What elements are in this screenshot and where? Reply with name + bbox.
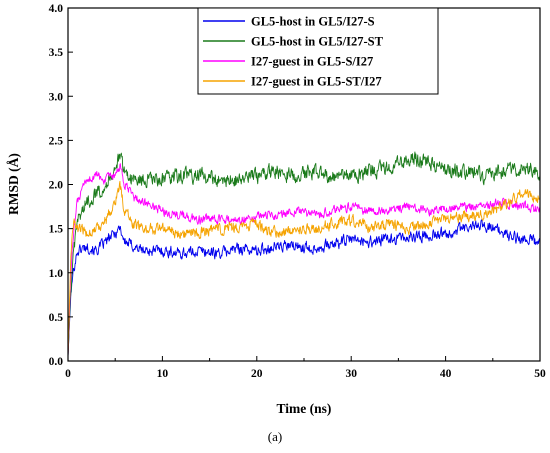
legend-label: GL5-host in GL5/I27-ST: [251, 35, 384, 49]
x-tick-label: 0: [65, 368, 71, 380]
x-tick-label: 30: [345, 368, 357, 380]
series-line: [67, 218, 541, 357]
x-tick-label: 40: [440, 368, 452, 380]
y-tick-label: 3.5: [49, 47, 64, 59]
series-line: [67, 151, 541, 357]
y-tick-label: 4.0: [49, 3, 64, 15]
figure-caption: (a): [268, 429, 282, 444]
legend-label: I27-guest in GL5-S/I27: [251, 55, 373, 69]
legend-box: [197, 7, 439, 95]
y-tick-label: 1.0: [49, 268, 64, 280]
x-tick-label: 20: [251, 368, 263, 380]
legend: GL5-host in GL5/I27-S GL5-host in GL5/I27…: [197, 7, 439, 95]
x-tick-label: 10: [157, 368, 169, 380]
y-tick-label: 2.0: [49, 180, 64, 192]
x-tick-label: 50: [534, 368, 546, 380]
axis-ticks: 0 10 20 30 40 50 0.0 0.5 1.0 1.5 2.0 2.5 3.0 3.5 4.0: [49, 3, 546, 380]
series-line: [67, 163, 541, 358]
y-axis-title: RMSD (Å): [6, 153, 21, 215]
y-tick-label: 0.5: [49, 312, 64, 324]
series-lines: [67, 151, 541, 358]
series-line: [67, 180, 541, 357]
legend-label: I27-guest in GL5-ST/I27: [251, 75, 382, 89]
y-tick-label: 2.5: [49, 135, 64, 147]
y-tick-label: 1.5: [49, 224, 64, 236]
y-tick-label: 0.0: [49, 356, 64, 368]
x-axis-title: Time (ns): [277, 401, 332, 416]
legend-label: GL5-host in GL5/I27-S: [251, 15, 375, 29]
y-tick-label: 3.0: [49, 91, 64, 103]
